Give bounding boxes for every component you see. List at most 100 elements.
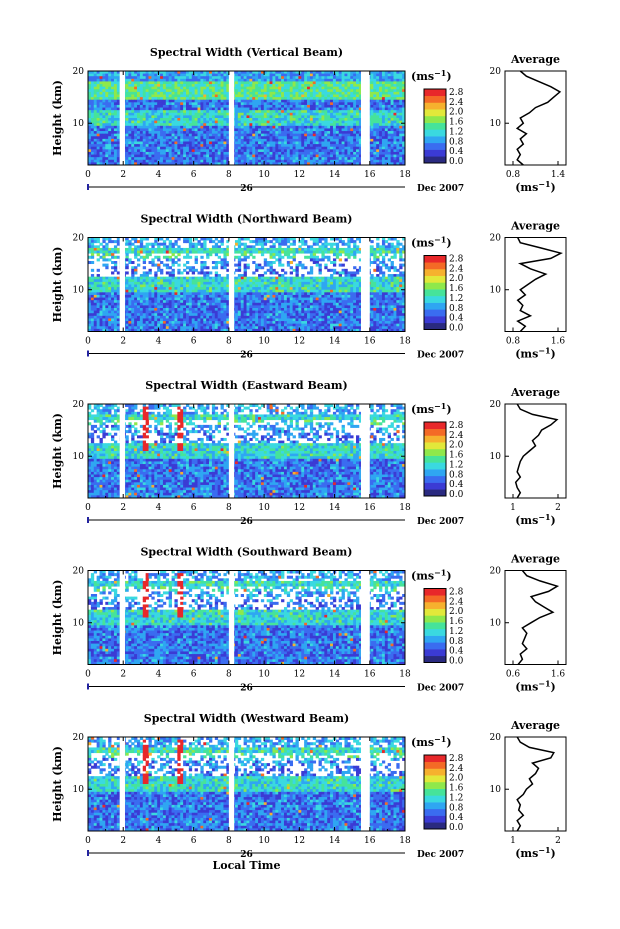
heatmap-cell bbox=[258, 141, 262, 145]
heatmap-cell bbox=[160, 242, 164, 246]
heatmap-cell bbox=[307, 162, 311, 166]
heatmap-cell bbox=[338, 97, 342, 101]
heatmap-cell bbox=[90, 123, 95, 127]
heatmap-cell bbox=[350, 123, 354, 127]
heatmap-cell bbox=[312, 138, 317, 142]
x-tick-label: 6 bbox=[191, 170, 197, 180]
heatmap-cell bbox=[88, 81, 92, 85]
heatmap-cell bbox=[113, 146, 118, 150]
heatmap-cell bbox=[223, 128, 227, 132]
heatmap-cell bbox=[194, 141, 198, 145]
heatmap-cell bbox=[88, 247, 92, 251]
heatmap-cell bbox=[249, 112, 253, 116]
heatmap-cell bbox=[111, 151, 115, 155]
heatmap-cell bbox=[370, 78, 374, 82]
heatmap-cell bbox=[255, 151, 259, 155]
heatmap-cell bbox=[373, 149, 377, 153]
heatmap-cell bbox=[165, 245, 170, 249]
heatmap-cell bbox=[211, 131, 216, 135]
heatmap-cell bbox=[281, 144, 285, 148]
heatmap-cell bbox=[263, 81, 268, 85]
heatmap-cell bbox=[160, 118, 164, 122]
heatmap-cell bbox=[393, 136, 397, 140]
heatmap-cell bbox=[168, 120, 172, 124]
colorbar-swatch bbox=[424, 109, 446, 117]
heatmap-cell bbox=[102, 99, 106, 103]
heatmap-cell bbox=[145, 131, 149, 135]
heatmap-cell bbox=[275, 131, 279, 135]
heatmap-cell bbox=[246, 250, 250, 254]
heatmap-cell bbox=[255, 125, 259, 129]
heatmap-cell bbox=[353, 89, 357, 93]
heatmap-cell bbox=[301, 94, 305, 98]
heatmap-cell bbox=[399, 271, 403, 275]
heatmap-cell bbox=[286, 78, 291, 82]
heatmap-cell bbox=[209, 118, 213, 122]
heatmap-cell bbox=[272, 237, 276, 241]
heatmap-cell bbox=[191, 133, 196, 137]
heatmap-cell bbox=[102, 73, 106, 77]
heatmap-cell bbox=[307, 118, 311, 122]
heatmap-cell bbox=[194, 242, 198, 246]
heatmap-cell bbox=[113, 131, 118, 135]
heatmap-cell bbox=[393, 266, 397, 270]
heatmap-cell bbox=[370, 261, 374, 265]
heatmap-cell bbox=[292, 276, 296, 280]
heatmap-cell bbox=[226, 71, 230, 75]
heatmap-cell bbox=[376, 162, 380, 166]
heatmap-cell bbox=[88, 131, 92, 135]
heatmap-cell bbox=[393, 84, 397, 88]
heatmap-cell bbox=[281, 118, 285, 122]
heatmap-cell bbox=[142, 276, 147, 280]
heatmap-cell bbox=[260, 94, 265, 98]
heatmap-cell bbox=[252, 151, 256, 155]
heatmap-cell bbox=[266, 78, 270, 82]
heatmap-cell bbox=[180, 81, 184, 85]
heatmap-cell bbox=[145, 81, 149, 85]
heatmap-cell bbox=[240, 162, 245, 166]
heatmap-cell bbox=[295, 146, 299, 150]
heatmap-cell bbox=[142, 133, 147, 137]
heatmap-cell bbox=[165, 89, 170, 93]
heatmap-cell bbox=[344, 94, 348, 98]
heatmap-cell bbox=[99, 94, 103, 98]
heatmap-cell bbox=[373, 123, 377, 127]
heatmap-cell bbox=[304, 159, 308, 163]
heatmap-cell bbox=[174, 73, 178, 77]
heatmap-cell bbox=[379, 154, 383, 158]
heatmap-cell bbox=[185, 144, 190, 148]
heatmap-cell bbox=[315, 261, 319, 265]
heatmap-cell bbox=[108, 144, 112, 148]
heatmap-cell bbox=[240, 97, 245, 101]
heatmap-cell bbox=[142, 154, 147, 158]
heatmap-cell bbox=[289, 86, 294, 90]
heatmap-cell bbox=[105, 149, 109, 153]
heatmap-cell bbox=[209, 99, 213, 103]
heatmap-cell bbox=[234, 240, 239, 244]
heatmap-cell bbox=[131, 268, 135, 272]
heatmap-cell bbox=[341, 131, 345, 135]
heatmap-cell bbox=[211, 144, 216, 148]
heatmap-cell bbox=[154, 151, 158, 155]
heatmap-cell bbox=[174, 133, 178, 137]
heatmap-cell bbox=[183, 78, 187, 82]
heatmap-cell bbox=[194, 104, 198, 108]
heatmap-cell bbox=[376, 112, 380, 116]
heatmap-cell bbox=[217, 138, 221, 142]
heatmap-cell bbox=[353, 94, 357, 98]
heatmap-cell bbox=[384, 118, 389, 122]
heatmap-cell bbox=[289, 138, 294, 142]
heatmap-cell bbox=[399, 91, 403, 95]
heatmap-cell bbox=[191, 107, 196, 111]
heatmap-cell bbox=[200, 102, 204, 106]
heatmap-cell bbox=[171, 258, 175, 262]
heatmap-cell bbox=[90, 253, 95, 257]
heatmap-cell bbox=[111, 159, 115, 163]
heatmap-cell bbox=[165, 133, 170, 137]
colorbar-swatch bbox=[424, 136, 446, 144]
heatmap-cell bbox=[312, 91, 317, 95]
heatmap-cell bbox=[226, 112, 230, 116]
heatmap-cell bbox=[384, 115, 389, 119]
heatmap-cell bbox=[134, 71, 138, 75]
heatmap-cell bbox=[390, 107, 394, 111]
